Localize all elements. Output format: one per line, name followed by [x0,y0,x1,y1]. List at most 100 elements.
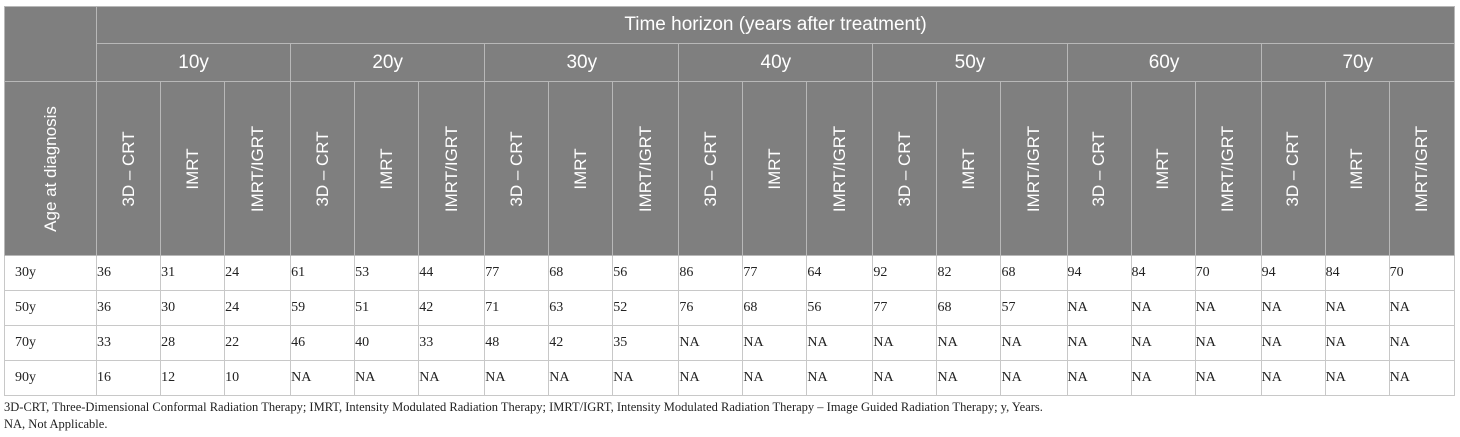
value-cell: 57 [1000,290,1068,326]
value-cell: NA [1000,360,1068,396]
value-cell: NA [936,360,1002,396]
value-cell: 77 [484,255,550,291]
value-cell: 70 [1194,255,1262,291]
value-cell: 48 [484,325,550,361]
horizon-header-20y: 20y [290,43,486,82]
value-cell: 30 [160,290,226,326]
value-cell: 61 [290,255,356,291]
value-cell: NA [1194,360,1262,396]
modality-header: IMRT/IGRT [612,81,680,256]
horizon-header-40y: 40y [678,43,874,82]
value-cell: NA [678,325,744,361]
value-cell: 68 [1000,255,1068,291]
value-cell: NA [484,360,550,396]
value-cell: 84 [1130,255,1196,291]
value-cell: NA [1130,360,1196,396]
modality-label: IMRT [1153,147,1173,190]
age-at-diagnosis-label: Age at diagnosis [40,105,60,232]
results-table: Time horizon (years after treatment) 10y… [3,6,1456,396]
value-cell: 86 [678,255,744,291]
value-cell: 53 [354,255,420,291]
modality-label: 3D – CRT [312,130,332,207]
value-cell: 77 [742,255,808,291]
value-cell: NA [1388,360,1456,396]
modality-header: IMRT/IGRT [1000,81,1068,256]
modality-header: IMRT/IGRT [224,81,292,256]
age-at-diagnosis-header: Age at diagnosis [3,81,98,256]
modality-header: 3D – CRT [1066,81,1132,256]
value-cell: 64 [806,255,874,291]
value-cell: NA [1324,290,1390,326]
horizon-header-60y: 60y [1066,43,1262,82]
value-cell: NA [1066,290,1132,326]
modality-label: IMRT/IGRT [441,125,461,212]
value-cell: 24 [224,255,292,291]
modality-label: 3D – CRT [506,130,526,207]
horizon-header-70y: 70y [1260,43,1456,82]
value-cell: NA [612,360,680,396]
value-cell: 76 [678,290,744,326]
value-cell: 46 [290,325,356,361]
value-cell: NA [354,360,420,396]
value-cell: 92 [872,255,938,291]
modality-label: IMRT [570,147,590,190]
value-cell: 84 [1324,255,1390,291]
value-cell: 56 [806,290,874,326]
age-cell: 30y [3,255,98,291]
value-cell: 36 [96,290,162,326]
value-cell: NA [1194,290,1262,326]
corner-cell [3,6,98,82]
age-cell: 50y [3,290,98,326]
value-cell: 24 [224,290,292,326]
modality-label: IMRT/IGRT [247,125,267,212]
value-cell: NA [1324,360,1390,396]
value-cell: NA [806,325,874,361]
modality-label: IMRT/IGRT [1411,125,1431,212]
value-cell: 68 [548,255,614,291]
age-cell: 70y [3,325,98,361]
value-cell: 40 [354,325,420,361]
horizon-header-10y: 10y [96,43,292,82]
modality-label: 3D – CRT [1089,130,1109,207]
value-cell: NA [548,360,614,396]
modality-label: IMRT/IGRT [1024,125,1043,212]
footnote-abbreviations: 3D-CRT, Three-Dimensional Conformal Radi… [4,400,1043,414]
modality-header: IMRT [936,81,1002,256]
value-cell: 12 [160,360,226,396]
value-cell: 82 [936,255,1002,291]
modality-header: IMRT/IGRT [806,81,874,256]
value-cell: NA [1000,325,1068,361]
horizon-header-30y: 30y [484,43,680,82]
value-cell: 22 [224,325,292,361]
value-cell: NA [872,360,938,396]
value-cell: 68 [936,290,1002,326]
value-cell: 68 [742,290,808,326]
modality-label: IMRT/IGRT [635,125,655,212]
modality-header: IMRT [1324,81,1390,256]
modality-header: 3D – CRT [290,81,356,256]
value-cell: NA [678,360,744,396]
horizon-header-50y: 50y [872,43,1068,82]
table-footnotes: 3D-CRT, Three-Dimensional Conformal Radi… [4,399,1043,433]
value-cell: 36 [96,255,162,291]
modality-label: IMRT [376,147,396,190]
modality-label: 3D – CRT [894,130,914,207]
time-horizon-header: Time horizon (years after treatment) [96,6,1455,44]
modality-label: IMRT/IGRT [829,125,849,212]
modality-header: IMRT [742,81,808,256]
value-cell: NA [1130,325,1196,361]
value-cell: 94 [1066,255,1132,291]
value-cell: 44 [418,255,486,291]
modality-header: 3D – CRT [678,81,744,256]
value-cell: 52 [612,290,680,326]
table-row: 90y 16 12 10 NA NA NA NA NA NA NA NA NA NA NA NA NA NA NA N… [3,360,1456,396]
value-cell: 33 [96,325,162,361]
modality-header: 3D – CRT [484,81,550,256]
modality-header: IMRT/IGRT [418,81,486,256]
value-cell: 56 [612,255,680,291]
value-cell: NA [936,325,1002,361]
value-cell: NA [742,360,808,396]
modality-header: 3D – CRT [872,81,938,256]
value-cell: 63 [548,290,614,326]
value-cell: NA [1260,325,1326,361]
